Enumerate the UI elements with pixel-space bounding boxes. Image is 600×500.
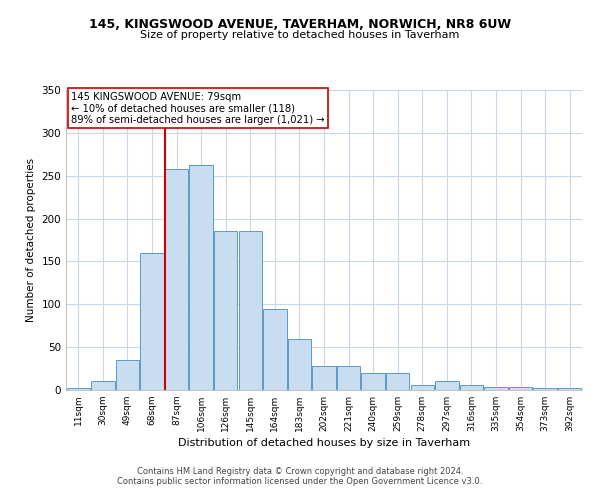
Bar (288, 338, 311, 390)
Bar (509, 386, 532, 390)
Text: Size of property relative to detached houses in Taverham: Size of property relative to detached ho… (140, 30, 460, 40)
Bar (263, 308, 287, 390)
Bar (91, 382, 115, 390)
Y-axis label: Number of detached properties: Number of detached properties (26, 158, 36, 322)
Bar (67, 388, 90, 390)
Bar (386, 373, 409, 390)
Text: Contains HM Land Registry data © Crown copyright and database right 2024.: Contains HM Land Registry data © Crown c… (137, 467, 463, 476)
Bar (190, 164, 213, 390)
Bar (337, 366, 360, 390)
X-axis label: Distribution of detached houses by size in Taverham: Distribution of detached houses by size … (178, 438, 470, 448)
Text: 145 KINGSWOOD AVENUE: 79sqm
← 10% of detached houses are smaller (118)
89% of se: 145 KINGSWOOD AVENUE: 79sqm ← 10% of det… (71, 92, 325, 124)
Bar (484, 386, 508, 390)
Text: 145, KINGSWOOD AVENUE, TAVERHAM, NORWICH, NR8 6UW: 145, KINGSWOOD AVENUE, TAVERHAM, NORWICH… (89, 18, 511, 30)
Bar (116, 360, 139, 390)
Bar (410, 385, 434, 390)
Bar (140, 253, 164, 390)
Bar (533, 388, 557, 390)
Text: Contains public sector information licensed under the Open Government Licence v3: Contains public sector information licen… (118, 477, 482, 486)
Bar (460, 385, 483, 390)
Bar (435, 382, 458, 390)
Bar (361, 373, 385, 390)
Bar (214, 232, 238, 390)
Bar (558, 388, 581, 390)
Bar (165, 169, 188, 390)
Bar (239, 232, 262, 390)
Bar (313, 366, 335, 390)
